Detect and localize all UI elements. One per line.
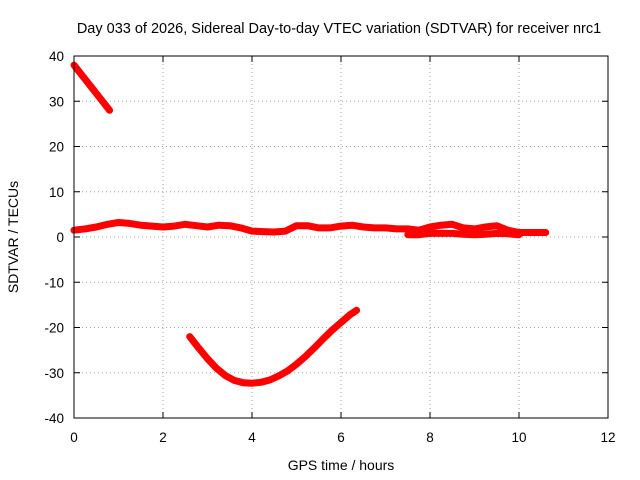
- y-tick-label: 20: [49, 140, 64, 155]
- y-tick-label: 0: [56, 230, 64, 245]
- y-tick-labels: 40 30 20 10 0 -10 -20 -30 -40: [44, 49, 64, 426]
- x-axis-label: GPS time / hours: [288, 457, 395, 473]
- x-tick-label: 12: [600, 430, 615, 445]
- y-tick-label: -40: [44, 411, 64, 426]
- y-tick-label: 40: [49, 49, 64, 64]
- series-segment-3: [404, 229, 523, 239]
- y-tick-label: -30: [44, 366, 64, 381]
- axis-ticks: [73, 55, 609, 419]
- x-tick-label: 2: [159, 430, 167, 445]
- y-tick-label: -20: [44, 321, 64, 336]
- chart-title: Day 033 of 2026, Sidereal Day-to-day VTE…: [77, 21, 601, 37]
- series-segment-1: [70, 61, 114, 114]
- x-tick-label: 4: [248, 430, 256, 445]
- y-tick-label: 10: [49, 185, 64, 200]
- y-tick-label: 30: [49, 94, 64, 109]
- x-tick-label: 8: [426, 430, 434, 445]
- grid: [74, 56, 608, 418]
- x-tick-labels: 0 2 4 6 8 10 12: [70, 430, 615, 445]
- series-layer: [70, 61, 550, 387]
- series-segment-2: [70, 219, 550, 236]
- y-tick-label: -10: [44, 275, 64, 290]
- x-tick-label: 0: [70, 430, 78, 445]
- series-segment-4: [186, 306, 361, 387]
- x-tick-label: 10: [511, 430, 526, 445]
- y-axis-label: SDTVAR / TECUs: [5, 181, 21, 293]
- x-tick-label: 6: [337, 430, 345, 445]
